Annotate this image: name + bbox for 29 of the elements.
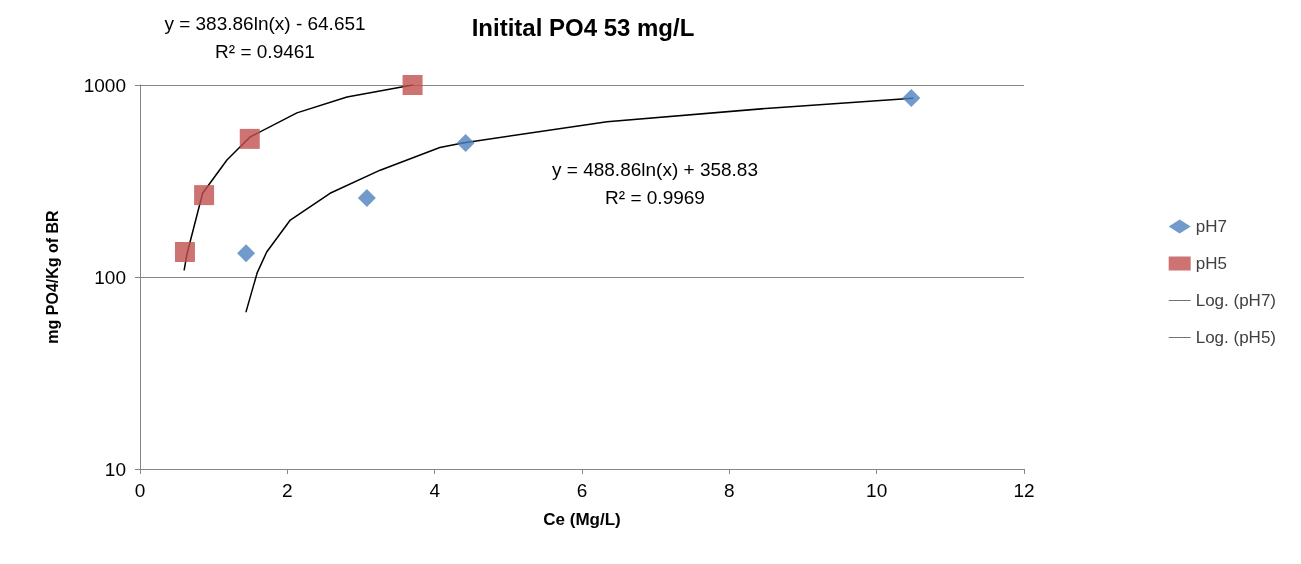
x-axis-title: Ce (Mg/L): [543, 510, 621, 529]
point: [902, 89, 921, 108]
y-axis-title: mg PO4/Kg of BR: [43, 209, 61, 344]
legend-label: pH7: [1195, 217, 1227, 236]
y-tick-label: 1000: [83, 74, 126, 96]
chart-title: Initital PO4 53 mg/L: [471, 13, 695, 41]
x-tick-label: 8: [724, 480, 735, 501]
point: [239, 128, 260, 149]
point: [456, 133, 475, 152]
point: [357, 188, 376, 207]
y-tick-label: 10: [104, 458, 126, 480]
annotation: R² = 0.9969: [605, 187, 705, 208]
x-tick-label: 4: [429, 480, 441, 501]
point: [402, 75, 423, 95]
legend-label: pH5: [1195, 254, 1227, 273]
x-tick-label: 6: [576, 480, 588, 501]
text: R² = 0.9461: [215, 41, 315, 62]
legend-label: Log. (pH7): [1195, 291, 1277, 310]
legend-label: Log. (pH5): [1195, 328, 1277, 347]
point: [237, 244, 256, 263]
annotation: y = 488.86ln(x) + 358.83: [552, 159, 758, 180]
x-tick-label: 0: [134, 480, 146, 501]
x-tick-label: 12: [1013, 480, 1035, 501]
point: [174, 241, 195, 262]
point: [194, 185, 215, 206]
text: y = 383.86ln(x) - 64.651: [164, 13, 366, 34]
y-tick-label: 100: [94, 266, 126, 288]
x-tick-label: 2: [282, 480, 293, 501]
x-tick-label: 10: [866, 480, 888, 501]
